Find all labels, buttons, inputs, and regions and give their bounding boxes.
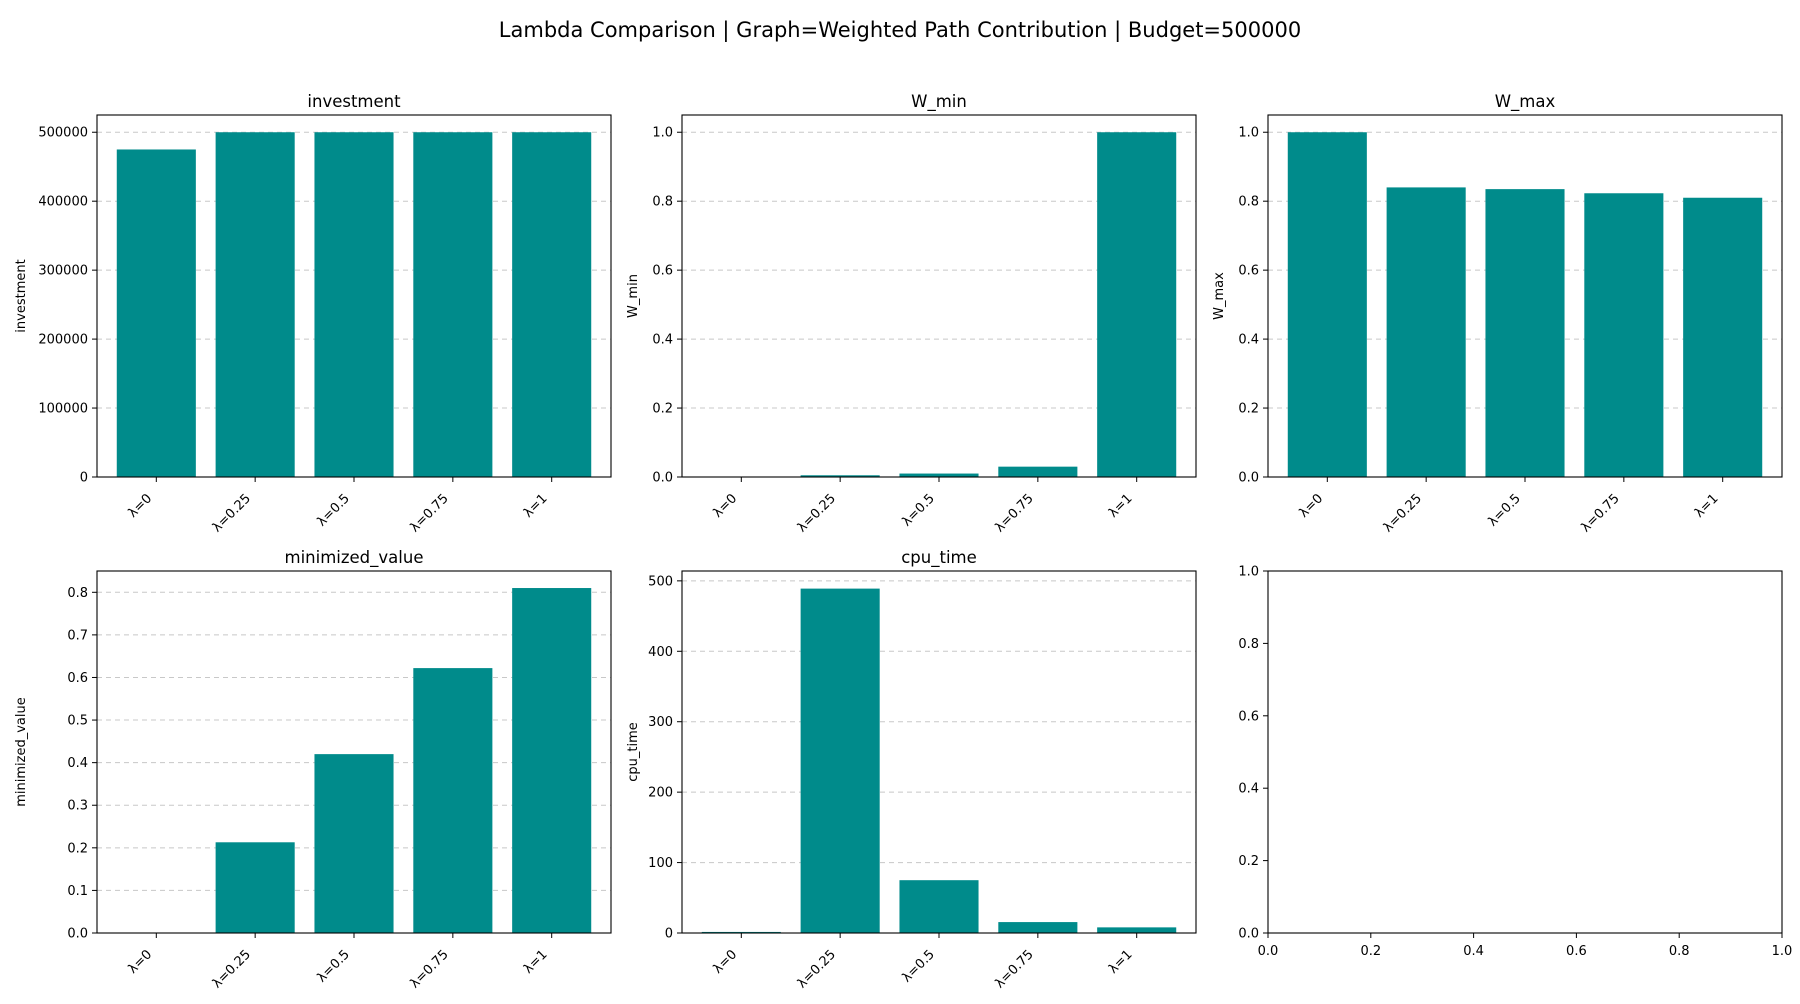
x-tick-label: 0.0: [1258, 944, 1279, 959]
y-tick-label: 1.0: [1238, 126, 1259, 141]
bar-λ=1: [1097, 132, 1177, 477]
bar-λ=0.5: [899, 473, 979, 477]
y-tick-label: 0: [80, 471, 88, 486]
y-tick-label: 0.2: [1238, 854, 1259, 869]
y-tick-label: 0.4: [1238, 782, 1259, 797]
bar-λ=0.25: [215, 842, 295, 933]
chart-panel-6: 0.0 0.2 0.4 0.6 0.8 1.0 0.0 0.2 0.4 0.6 0.8 1.0: [1238, 565, 1792, 960]
y-tick-label: 0.6: [1238, 264, 1259, 279]
axes-frame: [681, 570, 1197, 934]
bar-λ=0.75: [413, 132, 493, 477]
figure-title: Lambda Comparison | Graph=Weighted Path …: [499, 18, 1301, 43]
bar-λ=1: [1097, 927, 1177, 933]
y-tick-label: 300000: [38, 264, 88, 279]
panel-title: W_min: [911, 92, 967, 112]
x-tick-label: 0.2: [1360, 944, 1381, 959]
axes-frame: [96, 114, 612, 478]
bar-λ=0.75: [413, 668, 493, 933]
axes-frame: [681, 114, 1197, 478]
y-tick-label: 500: [648, 574, 673, 589]
axes-frame: [96, 570, 612, 934]
y-tick-label: 0.6: [652, 264, 673, 279]
y-tick-label: 0.4: [67, 756, 88, 771]
bar-λ=0.5: [1485, 189, 1565, 477]
bar-λ=0.25: [800, 588, 880, 933]
bar-λ=1: [512, 588, 592, 933]
x-tick-label: 0.4: [1463, 944, 1484, 959]
x-tick-label: 0.8: [1669, 944, 1690, 959]
y-tick-label: 200: [648, 786, 673, 801]
x-tick-label: 0.6: [1566, 944, 1587, 959]
y-tick-label: 300: [648, 715, 673, 730]
y-axis-label: W_max: [1212, 272, 1227, 320]
y-tick-label: 0.6: [67, 671, 88, 686]
y-axis-label: investment: [14, 259, 29, 332]
y-tick-label: 0.2: [652, 402, 673, 417]
bar-λ=0.5: [899, 880, 979, 933]
y-tick-label: 1.0: [652, 126, 673, 141]
y-tick-label: 0.2: [1238, 402, 1259, 417]
bar-λ=0.75: [998, 466, 1078, 477]
bar-λ=0: [1287, 132, 1367, 477]
y-tick-label: 0.0: [1238, 927, 1259, 942]
y-tick-label: 0.7: [67, 628, 88, 643]
bar-λ=0.5: [314, 754, 394, 933]
y-tick-label: 0.0: [652, 471, 673, 486]
y-tick-label: 200000: [38, 333, 88, 348]
y-tick-label: 0.4: [1238, 333, 1259, 348]
y-tick-label: 0.5: [67, 714, 88, 729]
y-tick-label: 500000: [38, 126, 88, 141]
bar-λ=0.5: [314, 132, 394, 477]
y-tick-label: 400000: [38, 195, 88, 210]
y-tick-label: 0: [665, 927, 673, 942]
y-tick-label: 0.8: [1238, 637, 1259, 652]
axes-frame: [1267, 570, 1783, 934]
panel-title: investment: [307, 92, 401, 111]
bar-λ=1: [1683, 197, 1763, 477]
y-tick-label: 0.4: [652, 333, 673, 348]
y-tick-label: 1.0: [1238, 565, 1259, 580]
y-tick-label: 400: [648, 645, 673, 660]
y-axis-label: W_min: [626, 274, 641, 318]
bar-λ=0.25: [215, 132, 295, 477]
y-tick-label: 0.8: [1238, 195, 1259, 210]
panel-title: minimized_value: [285, 548, 424, 568]
y-tick-label: 0.8: [652, 195, 673, 210]
bar-λ=0.75: [998, 922, 1078, 933]
y-tick-label: 0.0: [67, 927, 88, 942]
y-tick-label: 0.3: [67, 799, 88, 814]
bar-λ=1: [512, 132, 592, 477]
y-tick-label: 0.8: [67, 586, 88, 601]
y-tick-label: 0.0: [1238, 471, 1259, 486]
x-tick-label: 1.0: [1772, 944, 1793, 959]
y-tick-label: 100000: [38, 402, 88, 417]
bar-λ=0.75: [1584, 193, 1664, 477]
y-tick-label: 0.6: [1238, 709, 1259, 724]
bar-λ=0: [116, 149, 196, 477]
y-tick-label: 0.2: [67, 841, 88, 856]
panel-title: W_max: [1495, 92, 1556, 112]
bar-λ=0.25: [1386, 187, 1466, 477]
bar-λ=0.25: [800, 475, 880, 477]
y-axis-label: cpu_time: [626, 722, 641, 782]
panel-title: cpu_time: [901, 548, 977, 568]
axes-frame: [1267, 114, 1783, 478]
y-tick-label: 100: [648, 856, 673, 871]
y-tick-label: 0.1: [67, 884, 88, 899]
y-axis-label: minimized_value: [14, 697, 29, 806]
